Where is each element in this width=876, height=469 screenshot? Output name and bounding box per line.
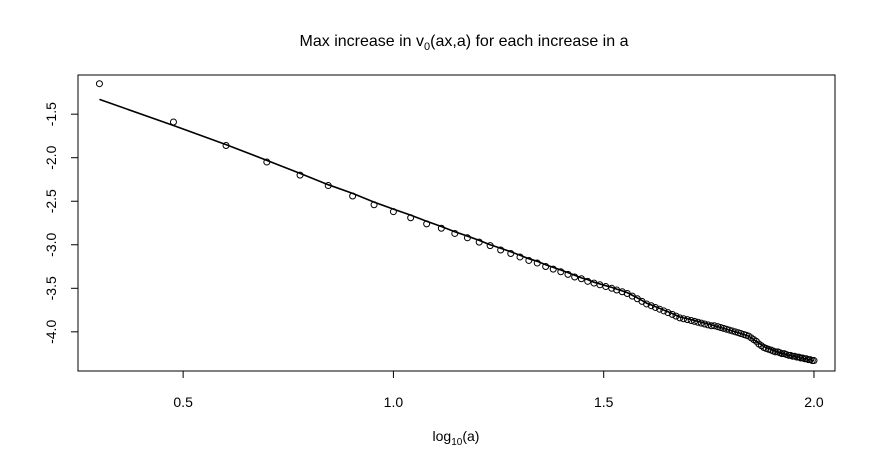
data-point [516, 253, 524, 261]
data-point [656, 305, 664, 313]
data-point [95, 80, 103, 88]
data-point [549, 265, 557, 273]
data-point [778, 350, 786, 358]
data-point [694, 318, 702, 326]
data-point [507, 249, 515, 257]
data-point [564, 270, 572, 278]
data-point [771, 348, 779, 356]
data-point [389, 208, 397, 216]
data-point [647, 302, 655, 310]
data-point [423, 220, 431, 228]
data-point [525, 256, 533, 264]
data-point [584, 277, 592, 285]
data-point [651, 303, 659, 311]
x-axis-label-main: log [433, 428, 452, 444]
x-tick-label: 0.5 [173, 394, 193, 410]
data-point [664, 309, 672, 317]
data-point [660, 307, 668, 315]
data-point [577, 275, 585, 283]
data-point [557, 268, 565, 276]
y-tick-label: -3.0 [43, 232, 59, 256]
data-point [263, 158, 271, 166]
data-point [542, 263, 550, 271]
data-point [407, 214, 415, 222]
y-tick-label: -2.0 [43, 145, 59, 169]
x-axis: 0.5 1.0 1.5 2.0 [173, 370, 824, 410]
data-point [533, 259, 541, 267]
chart-title-rest: (ax,a) for each increase in a [430, 33, 628, 50]
data-point [497, 246, 505, 254]
chart-title-subscript: 0 [424, 41, 430, 53]
data-point [451, 229, 459, 237]
chart-title: Max increase in v0(ax,a) for each increa… [300, 33, 629, 53]
data-point [571, 273, 579, 281]
data-point [710, 322, 718, 330]
x-tick-label: 2.0 [804, 394, 824, 410]
data-point [676, 314, 684, 322]
x-tick-label: 1.5 [594, 394, 614, 410]
data-point [643, 300, 651, 308]
data-point [683, 316, 691, 324]
data-point [680, 315, 688, 323]
x-axis-label: log10(a) [433, 428, 480, 448]
y-tick-label: -1.5 [43, 102, 59, 126]
data-point [668, 310, 676, 318]
data-point [672, 312, 680, 320]
data-point [463, 234, 471, 242]
data-point [222, 142, 230, 150]
chart-title-main: Max increase in v [300, 33, 425, 50]
y-axis: -1.5 -2.0 -2.5 -3.0 -3.5 -4.0 [43, 102, 79, 344]
data-point [701, 320, 709, 328]
x-axis-label-subscript: 10 [451, 437, 463, 448]
y-tick-label: -4.0 [43, 320, 59, 344]
x-tick-label: 1.0 [384, 394, 404, 410]
data-point [810, 357, 818, 365]
data-point [691, 317, 699, 325]
data-point [486, 242, 494, 250]
data-point [475, 238, 483, 246]
data-point [349, 192, 357, 200]
data-point [687, 317, 695, 325]
y-tick-label: -2.5 [43, 189, 59, 213]
data-point [437, 224, 445, 232]
x-axis-label-rest: (a) [462, 428, 479, 444]
data-point [370, 201, 378, 209]
data-point [169, 118, 177, 126]
data-point [324, 182, 332, 190]
y-tick-label: -3.5 [43, 276, 59, 300]
data-point [296, 171, 304, 179]
data-points [95, 80, 818, 365]
data-point [697, 319, 705, 327]
